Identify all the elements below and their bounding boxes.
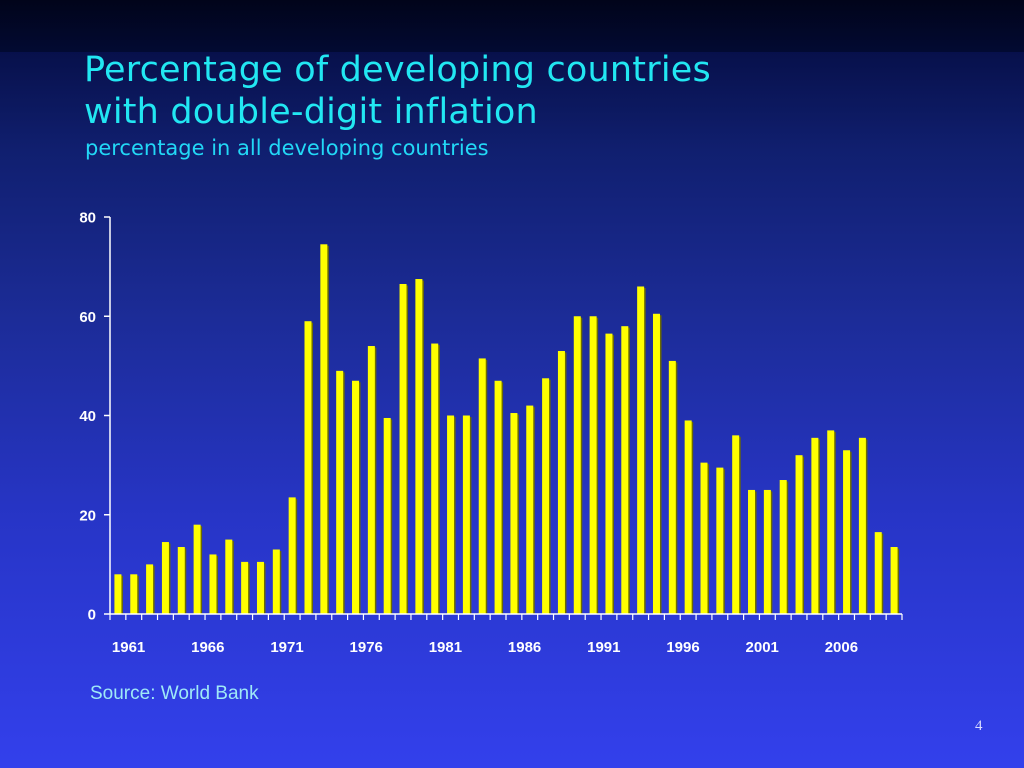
x-axis-tick-label: 1971 (270, 639, 303, 656)
y-axis-tick-label: 80 (79, 210, 96, 227)
bar (732, 435, 740, 614)
y-axis-tick-label: 20 (79, 507, 96, 524)
x-axis-tick-label: 1961 (112, 639, 145, 656)
bar (177, 547, 185, 614)
bar (161, 542, 169, 614)
slide-title-line-1: Percentage of developing countries (84, 50, 711, 90)
bar (336, 370, 344, 614)
bar (462, 415, 470, 614)
bar (589, 316, 597, 614)
bar (652, 313, 660, 614)
bar (858, 437, 866, 614)
bar (272, 549, 280, 614)
bar (795, 455, 803, 614)
bar (811, 437, 819, 614)
slide-subtitle: percentage in all developing countries (85, 136, 489, 160)
x-axis-tick-label: 1976 (350, 639, 383, 656)
bar (399, 283, 407, 614)
header-band (0, 0, 1024, 52)
page-number: 4 (975, 718, 983, 734)
slide-title-line-2: with double-digit inflation (84, 92, 538, 132)
bar (367, 346, 375, 614)
bar (573, 316, 581, 614)
slide-title: Percentage of developing countries with … (84, 49, 711, 133)
bar (621, 326, 629, 614)
bar (526, 405, 534, 614)
bar (557, 350, 565, 614)
bar (431, 343, 439, 614)
x-axis-tick-label: 1966 (191, 639, 224, 656)
bar (510, 413, 518, 614)
bar (478, 358, 486, 614)
bar (352, 380, 360, 614)
x-axis-tick-label: 1981 (429, 639, 462, 656)
bar (827, 430, 835, 614)
bar (684, 420, 692, 614)
x-axis-tick-label: 1996 (666, 639, 699, 656)
y-axis-tick-label: 0 (88, 607, 96, 624)
x-axis-tick-label: 1991 (587, 639, 620, 656)
bar (763, 489, 771, 614)
bar (843, 450, 851, 614)
bar (288, 497, 296, 614)
bar (605, 333, 613, 614)
bar (383, 417, 391, 614)
bar (748, 489, 756, 614)
bar (193, 524, 201, 614)
bar (415, 279, 423, 614)
bar (700, 462, 708, 614)
bar (668, 360, 676, 614)
bar (241, 561, 249, 614)
bar (304, 321, 312, 614)
bar (447, 415, 455, 614)
bar (209, 554, 217, 614)
bar (114, 574, 122, 614)
bar (716, 467, 724, 614)
x-axis-tick-label: 2006 (825, 639, 858, 656)
bar (890, 547, 898, 614)
bar (779, 480, 787, 614)
bar (320, 244, 328, 615)
source-note: Source: World Bank (90, 683, 259, 704)
y-axis-tick-label: 60 (79, 309, 96, 326)
bar (494, 380, 502, 614)
bar (146, 564, 154, 615)
bar (637, 286, 645, 614)
x-axis-tick-label: 1986 (508, 639, 541, 656)
x-axis-tick-label: 2001 (746, 639, 779, 656)
bar (256, 561, 264, 614)
bar (130, 574, 138, 614)
y-axis-tick-label: 40 (79, 408, 96, 425)
bar (874, 532, 882, 614)
bar (225, 539, 233, 614)
bar (542, 378, 550, 614)
